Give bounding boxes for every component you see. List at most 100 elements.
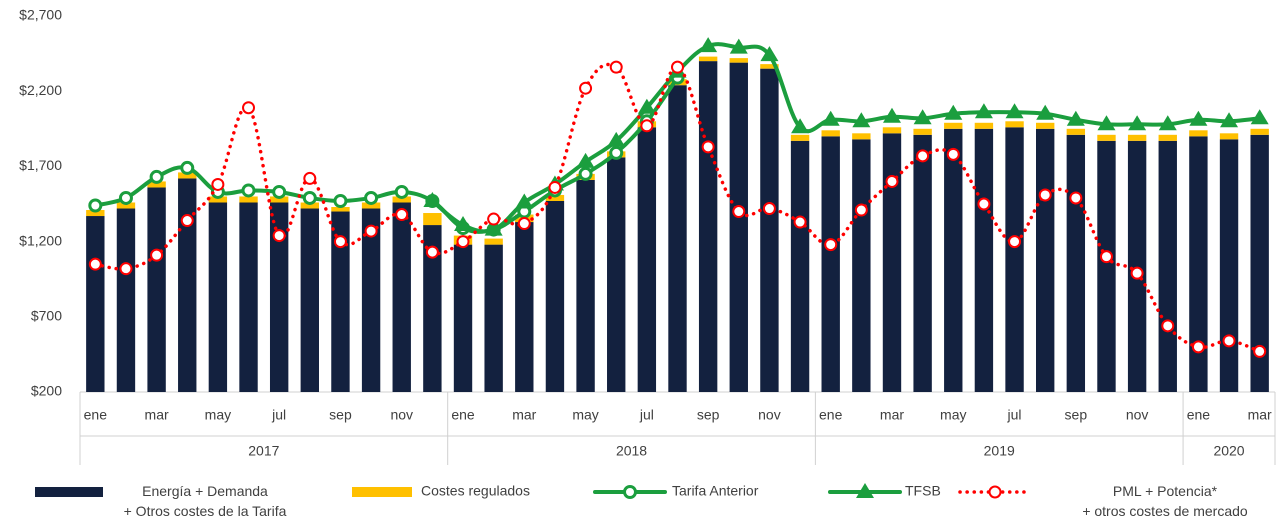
x-tick-label: ene (819, 407, 843, 423)
legend-marker (988, 485, 1002, 499)
bar (790, 134, 810, 141)
bar (361, 202, 381, 209)
line-marker (454, 216, 473, 232)
bar (423, 225, 442, 392)
bar (821, 130, 840, 137)
line-marker (640, 119, 654, 133)
bar (882, 127, 902, 134)
bar (361, 208, 381, 392)
line-marker (1038, 188, 1052, 202)
bar (974, 122, 994, 129)
x-tick-label: jul (1007, 407, 1022, 423)
line-marker (578, 166, 593, 181)
line-marker (1158, 115, 1177, 131)
bar (760, 64, 779, 69)
bar (515, 222, 534, 392)
bar (178, 178, 197, 392)
bar (913, 128, 932, 135)
bar (147, 187, 166, 392)
bar (1219, 139, 1239, 392)
line-marker (852, 112, 871, 128)
line-marker (1036, 104, 1055, 120)
legend-label: PML + Potencia* + otros costes de mercado (1082, 483, 1248, 519)
line-marker (1130, 266, 1144, 280)
line-marker (609, 60, 623, 74)
bar (1036, 128, 1055, 393)
bar (116, 202, 136, 209)
line-marker (974, 103, 993, 119)
bar (760, 68, 779, 392)
line-marker (394, 184, 409, 199)
y-tick-label: $2,700 (19, 7, 62, 23)
line-marker (515, 193, 534, 209)
x-group-label: 2018 (616, 443, 647, 459)
line-marker (1253, 344, 1267, 358)
legend-label: Tarifa Anterior (672, 483, 759, 499)
line-marker (364, 190, 379, 205)
line-marker (944, 104, 963, 120)
x-tick-label: sep (697, 407, 720, 423)
legend-swatch (35, 487, 103, 497)
bar (821, 136, 840, 392)
bar (300, 202, 319, 209)
line-marker (699, 37, 718, 53)
bar (269, 196, 289, 203)
x-tick-label: mar (145, 407, 169, 423)
x-tick-label: mar (512, 407, 536, 423)
x-tick-label: jul (639, 407, 654, 423)
line-marker (607, 131, 626, 147)
line-marker (364, 224, 378, 238)
bar (545, 200, 565, 392)
x-group-label: 2017 (248, 443, 279, 459)
line-marker (149, 169, 164, 184)
bar (974, 128, 994, 393)
legend-label: Energía + Demanda + Otros costes de la Ta… (124, 483, 287, 519)
line-marker (762, 202, 776, 216)
line-marker (242, 101, 256, 115)
line-marker (88, 198, 103, 213)
line-marker (1191, 340, 1205, 354)
bar (86, 210, 105, 217)
line-marker (456, 235, 470, 249)
x-tick-label: mar (1248, 407, 1272, 423)
bar (484, 244, 503, 392)
bar (790, 140, 810, 392)
bar (852, 133, 871, 140)
bar (392, 196, 411, 203)
bar (1097, 134, 1116, 141)
line-marker (885, 174, 899, 188)
bar (545, 194, 565, 201)
x-tick-label: may (940, 407, 966, 423)
line-marker (637, 98, 656, 114)
bar (1127, 134, 1147, 141)
bar (1097, 140, 1116, 392)
y-tick-label: $2,200 (19, 82, 62, 98)
line-marker (916, 149, 930, 163)
line-marker (180, 214, 194, 228)
bar (1158, 140, 1177, 392)
bar (116, 208, 136, 392)
line-marker (946, 147, 960, 161)
bar (698, 61, 718, 393)
bar (1250, 134, 1269, 393)
y-tick-label: $700 (31, 308, 62, 324)
bar (944, 128, 963, 393)
x-tick-label: ene (451, 407, 475, 423)
bar (1219, 133, 1239, 140)
line-marker (272, 229, 286, 243)
y-tick-label: $1,200 (19, 232, 62, 248)
line-marker (701, 140, 715, 154)
x-group-label: 2019 (984, 443, 1015, 459)
bar (484, 238, 503, 245)
bar (729, 58, 748, 63)
line-marker (180, 160, 195, 175)
x-tick-label: may (205, 407, 231, 423)
bar (423, 213, 442, 226)
bar (1005, 121, 1024, 128)
line-marker (150, 248, 164, 262)
bar (1158, 134, 1177, 141)
line-marker (484, 220, 503, 236)
legend-marker (856, 483, 874, 498)
line-marker (425, 245, 439, 259)
